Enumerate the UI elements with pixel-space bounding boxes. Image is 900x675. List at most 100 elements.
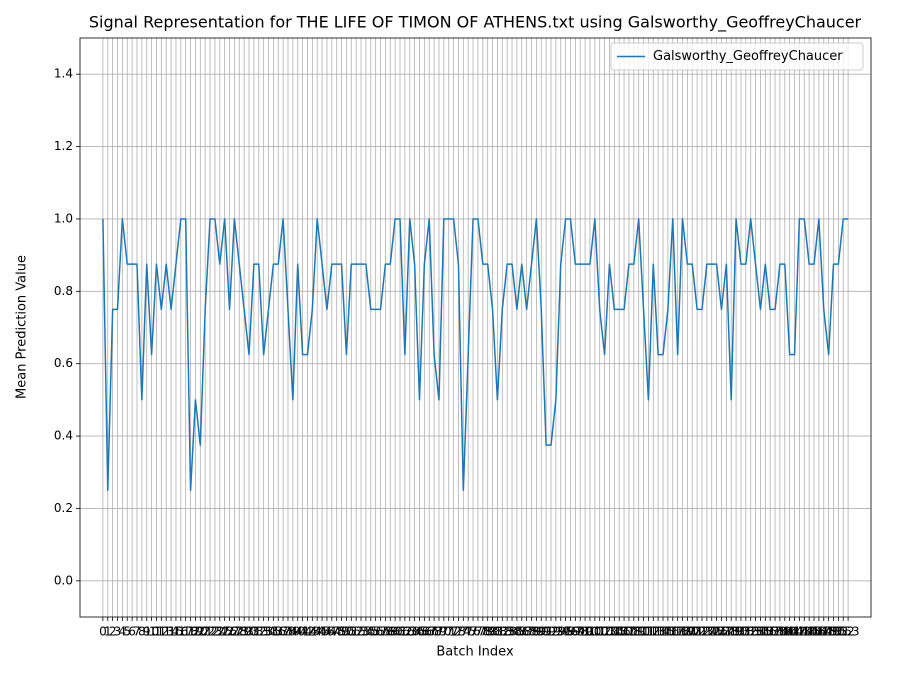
x-tick-label: 121 (681, 625, 704, 639)
x-tick-label: 23 (207, 625, 222, 639)
x-tick-label: 51 (344, 625, 359, 639)
x-tick-label: 69 (431, 625, 446, 639)
x-tick-label: 1 (104, 625, 112, 639)
x-tick-label: 95 (558, 625, 573, 639)
x-tick-label: 53 (353, 625, 368, 639)
x-tick-label: 73 (451, 625, 466, 639)
x-tick-label: 97 (568, 625, 583, 639)
x-tick-label: 151 (827, 625, 850, 639)
x-tick-label: 79 (480, 625, 495, 639)
x-tick-label: 68 (426, 625, 441, 639)
y-tick-label: 1.2 (54, 139, 73, 153)
x-tick-label: 61 (392, 625, 407, 639)
x-tick-label: 25 (217, 625, 232, 639)
x-tick-label: 124 (695, 625, 718, 639)
x-tick-label: 62 (397, 625, 412, 639)
x-tick-label: 108 (617, 625, 640, 639)
x-tick-label: 145 (798, 625, 821, 639)
x-tick-label: 42 (300, 625, 315, 639)
x-tick-label: 147 (807, 625, 830, 639)
x-tick-label: 31 (246, 625, 261, 639)
x-tick-label: 140 (773, 625, 796, 639)
data-line (102, 218, 849, 492)
x-tick-label: 19 (188, 625, 203, 639)
x-tick-label: 91 (538, 625, 553, 639)
x-tick-label: 81 (490, 625, 505, 639)
x-tick-label: 39 (285, 625, 300, 639)
x-tick-label: 88 (524, 625, 539, 639)
x-tick-label: 83 (500, 625, 515, 639)
x-tick-label: 127 (710, 625, 733, 639)
x-tick-label: 55 (363, 625, 378, 639)
x-tick-label: 67 (422, 625, 437, 639)
y-tick-label: 1.4 (54, 67, 73, 81)
x-tick-label: 96 (563, 625, 578, 639)
x-tick-label: 143 (788, 625, 811, 639)
x-tick-label: 115 (652, 625, 675, 639)
x-tick-label: 131 (729, 625, 752, 639)
x-tick-label: 86 (514, 625, 529, 639)
x-tick-label: 142 (783, 625, 806, 639)
x-tick-label: 7 (133, 625, 141, 639)
x-tick-label: 112 (637, 625, 660, 639)
x-tick-label: 77 (470, 625, 485, 639)
x-tick-label: 30 (241, 625, 256, 639)
x-tick-label: 107 (613, 625, 636, 639)
x-tick-label: 120 (676, 625, 699, 639)
x-tick-label: 35 (266, 625, 281, 639)
x-tick-label: 75 (461, 625, 476, 639)
x-tick-label: 59 (383, 625, 398, 639)
x-tick-label: 22 (202, 625, 217, 639)
x-tick-label: 126 (705, 625, 728, 639)
x-tick-label: 111 (632, 625, 655, 639)
x-tick-label: 66 (417, 625, 432, 639)
x-tick-label: 146 (803, 625, 826, 639)
x-tick-label: 101 (583, 625, 606, 639)
x-tick-label: 87 (519, 625, 534, 639)
x-tick-label: 113 (642, 625, 665, 639)
x-tick-label: 132 (734, 625, 757, 639)
x-tick-label: 17 (178, 625, 193, 639)
x-tick-label: 109 (622, 625, 645, 639)
y-tick-label: 0.8 (54, 284, 73, 298)
x-tick-label: 119 (671, 625, 694, 639)
x-tick-label: 114 (647, 625, 670, 639)
x-tick-label: 38 (280, 625, 295, 639)
x-tick-label: 6 (128, 625, 136, 639)
x-tick-label: 44 (310, 625, 325, 639)
x-tick-label: 63 (402, 625, 417, 639)
x-tick-label: 46 (319, 625, 334, 639)
plot-frame (79, 37, 872, 618)
x-tick-label: 84 (504, 625, 519, 639)
x-tick-label: 103 (593, 625, 616, 639)
x-tick-label: 74 (456, 625, 471, 639)
x-tick-label: 117 (661, 625, 684, 639)
x-tick-label: 106 (608, 625, 631, 639)
x-tick-label: 152 (832, 625, 855, 639)
x-tick-label: 93 (548, 625, 563, 639)
x-tick-label: 65 (412, 625, 427, 639)
x-tick-label: 85 (509, 625, 524, 639)
x-tick-label: 50 (339, 625, 354, 639)
x-tick-label: 116 (656, 625, 679, 639)
x-tick-label: 92 (543, 625, 558, 639)
x-tick-label: 5 (123, 625, 131, 639)
x-tick-label: 45 (314, 625, 329, 639)
x-tick-label: 14 (163, 625, 178, 639)
x-tick-label: 64 (407, 625, 422, 639)
x-tick-label: 104 (598, 625, 621, 639)
x-tick-label: 125 (700, 625, 723, 639)
x-tick-label: 52 (349, 625, 364, 639)
legend-box (610, 42, 864, 71)
x-tick-label: 2 (109, 625, 117, 639)
y-tick-label: 0.0 (54, 573, 73, 587)
x-tick-label: 56 (368, 625, 383, 639)
x-tick-label: 105 (603, 625, 626, 639)
y-tick-label: 0.2 (54, 501, 73, 515)
x-tick-label: 99 (577, 625, 592, 639)
x-tick-label: 110 (627, 625, 650, 639)
x-tick-label: 123 (691, 625, 714, 639)
x-tick-label: 12 (154, 625, 169, 639)
x-tick-label: 16 (173, 625, 188, 639)
y-tick-label: 0.4 (54, 429, 73, 443)
